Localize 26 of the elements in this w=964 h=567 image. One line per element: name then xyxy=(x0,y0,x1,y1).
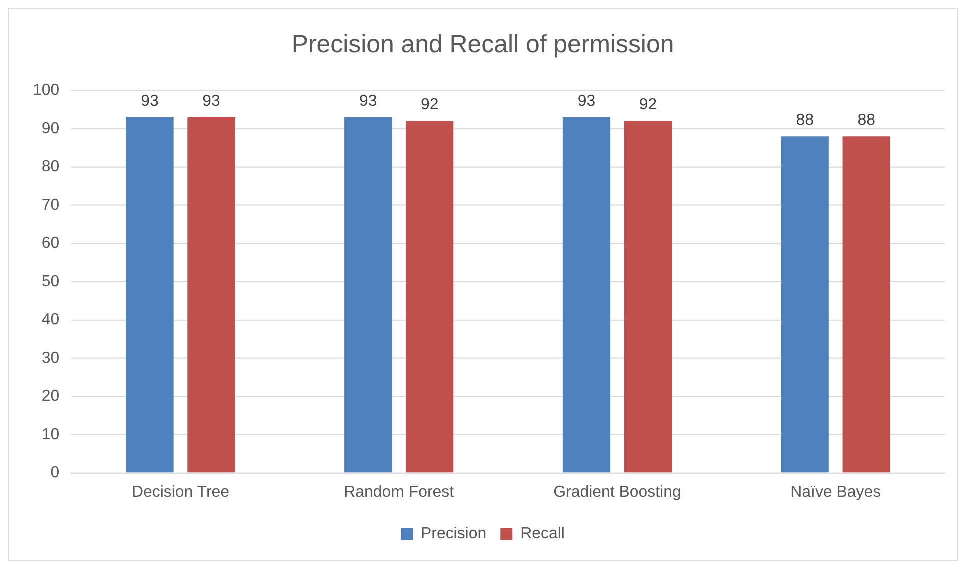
legend-label: Precision xyxy=(421,525,487,542)
y-tick-label: 20 xyxy=(42,388,60,406)
data-label: 92 xyxy=(420,96,439,114)
data-label: 93 xyxy=(141,92,160,110)
y-tick-label: 70 xyxy=(42,196,60,214)
data-label: 93 xyxy=(360,92,378,110)
legend-label: Recall xyxy=(520,525,565,542)
y-tick-label: 10 xyxy=(42,426,60,444)
y-tick-label: 80 xyxy=(42,158,60,176)
data-label: 93 xyxy=(578,92,596,110)
data-label: 92 xyxy=(639,96,658,114)
y-tick-label: 90 xyxy=(42,120,60,138)
y-tick-label: 60 xyxy=(42,235,60,252)
x-tick-label: Random Forest xyxy=(344,484,455,502)
data-label: 88 xyxy=(858,112,876,130)
y-tick-label: 0 xyxy=(50,464,60,482)
data-label: 88 xyxy=(796,112,814,130)
chart-title: Precision and Recall of permission xyxy=(292,30,674,59)
x-tick-label: Decision Tree xyxy=(132,484,230,502)
y-tick-label: 40 xyxy=(42,312,60,329)
x-tick-label: Gradient Boosting xyxy=(554,484,682,502)
data-label: 93 xyxy=(202,92,220,110)
y-tick-label: 100 xyxy=(32,82,60,100)
y-tick-label: 30 xyxy=(42,350,60,367)
y-tick-label: 50 xyxy=(42,273,60,290)
x-tick-label: Naïve Bayes xyxy=(790,484,882,502)
